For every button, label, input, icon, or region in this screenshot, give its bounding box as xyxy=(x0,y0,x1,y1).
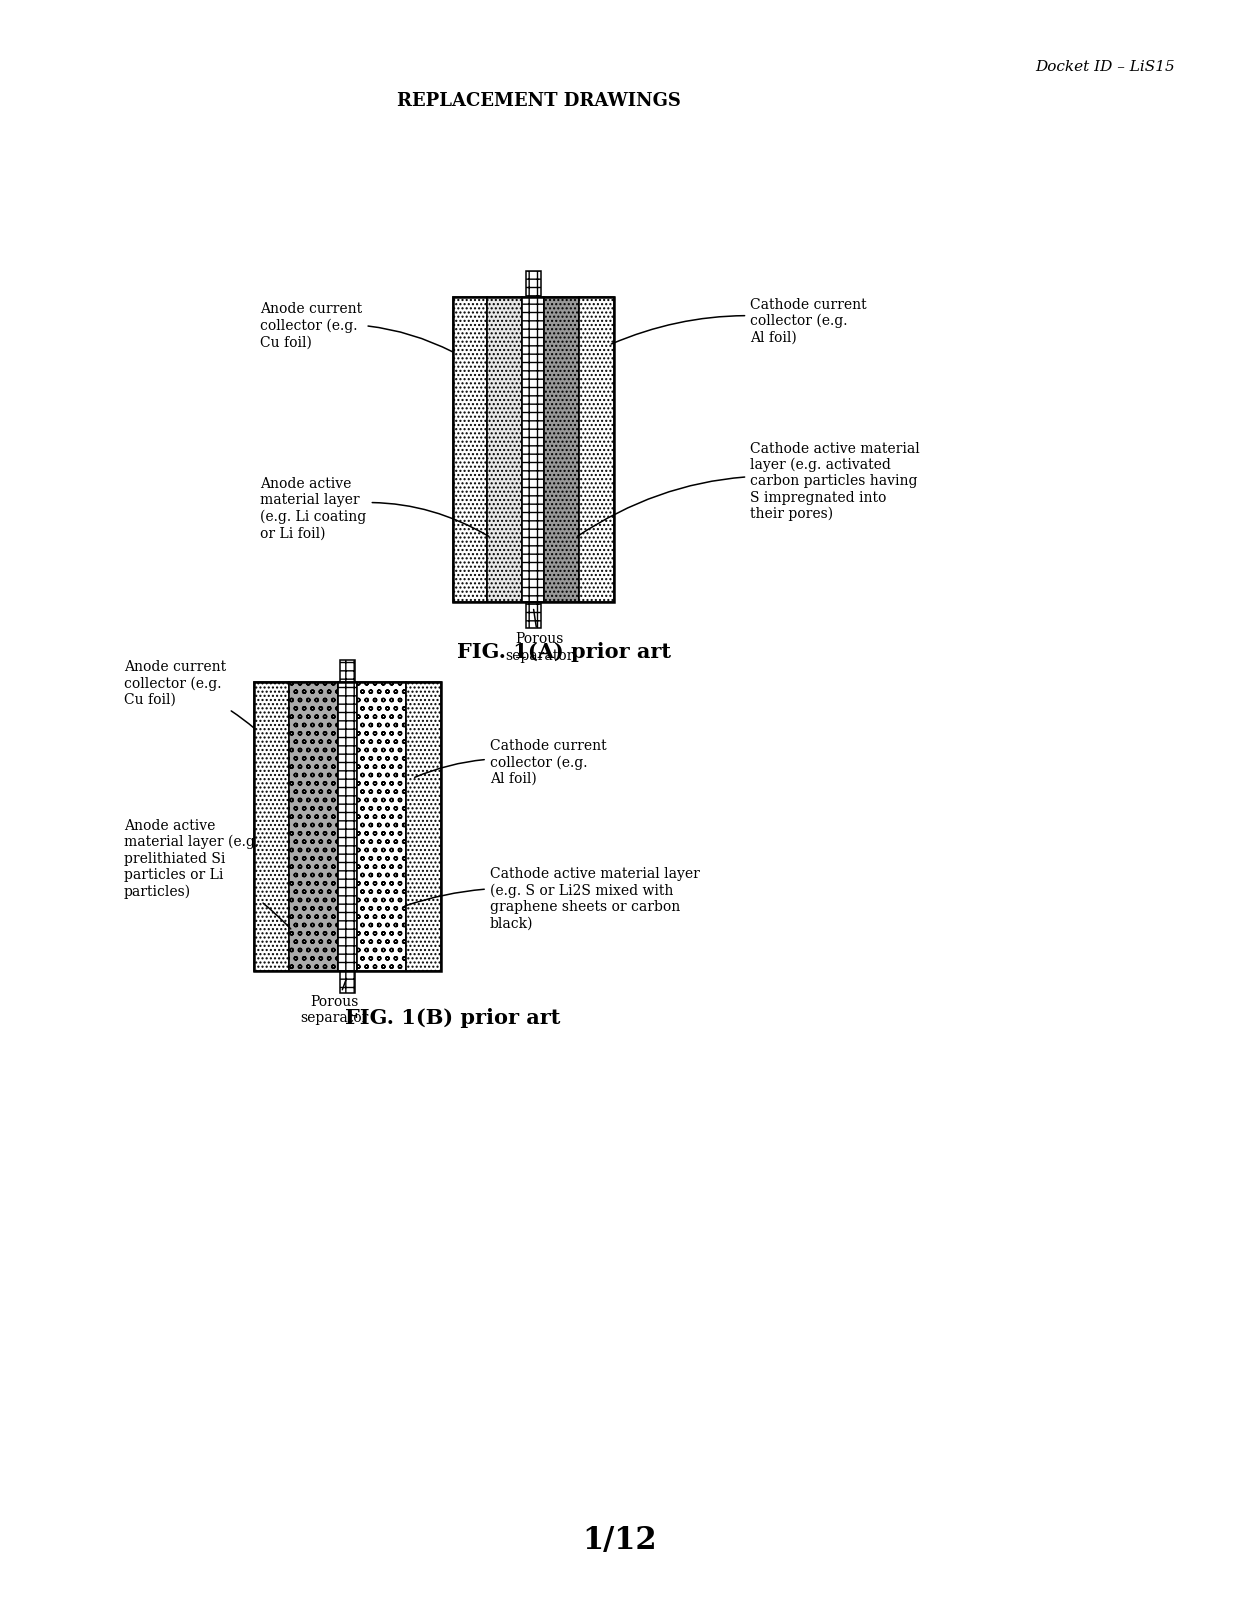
Text: Cathode current
collector (e.g.
Al foil): Cathode current collector (e.g. Al foil) xyxy=(414,738,606,786)
Bar xyxy=(337,682,357,971)
Bar xyxy=(544,297,579,602)
Bar xyxy=(254,682,440,971)
Bar xyxy=(340,660,355,682)
Text: Docket ID – LiS15: Docket ID – LiS15 xyxy=(1035,61,1176,74)
Text: Porous
separator: Porous separator xyxy=(300,979,370,1026)
Bar xyxy=(254,682,289,971)
Text: Cathode current
collector (e.g.
Al foil): Cathode current collector (e.g. Al foil) xyxy=(611,297,867,345)
Text: FIG. 1(B) prior art: FIG. 1(B) prior art xyxy=(345,1008,560,1027)
Text: 1/12: 1/12 xyxy=(583,1525,657,1557)
Bar xyxy=(522,297,544,602)
Text: Porous
separator: Porous separator xyxy=(505,610,574,663)
Text: Cathode active material
layer (e.g. activated
carbon particles having
S impregna: Cathode active material layer (e.g. acti… xyxy=(578,441,920,536)
Bar xyxy=(579,297,614,602)
Bar xyxy=(289,682,337,971)
Text: REPLACEMENT DRAWINGS: REPLACEMENT DRAWINGS xyxy=(398,91,681,111)
Bar xyxy=(526,271,541,297)
Bar xyxy=(357,682,405,971)
Text: Cathode active material layer
(e.g. S or Li2S mixed with
graphene sheets or carb: Cathode active material layer (e.g. S or… xyxy=(405,867,699,931)
Bar xyxy=(340,971,355,993)
Text: Anode active
material layer (e.g.
prelithiated Si
particles or Li
particles): Anode active material layer (e.g. prelit… xyxy=(124,819,290,929)
Bar xyxy=(405,682,440,971)
Bar xyxy=(453,297,614,602)
Text: Anode current
collector (e.g.
Cu foil): Anode current collector (e.g. Cu foil) xyxy=(124,660,254,729)
Text: Anode current
collector (e.g.
Cu foil): Anode current collector (e.g. Cu foil) xyxy=(260,302,453,351)
Bar xyxy=(453,297,487,602)
Text: FIG. 1(A) prior art: FIG. 1(A) prior art xyxy=(458,642,671,661)
Bar xyxy=(526,602,541,628)
Text: Anode active
material layer
(e.g. Li coating
or Li foil): Anode active material layer (e.g. Li coa… xyxy=(260,477,489,541)
Bar xyxy=(487,297,522,602)
